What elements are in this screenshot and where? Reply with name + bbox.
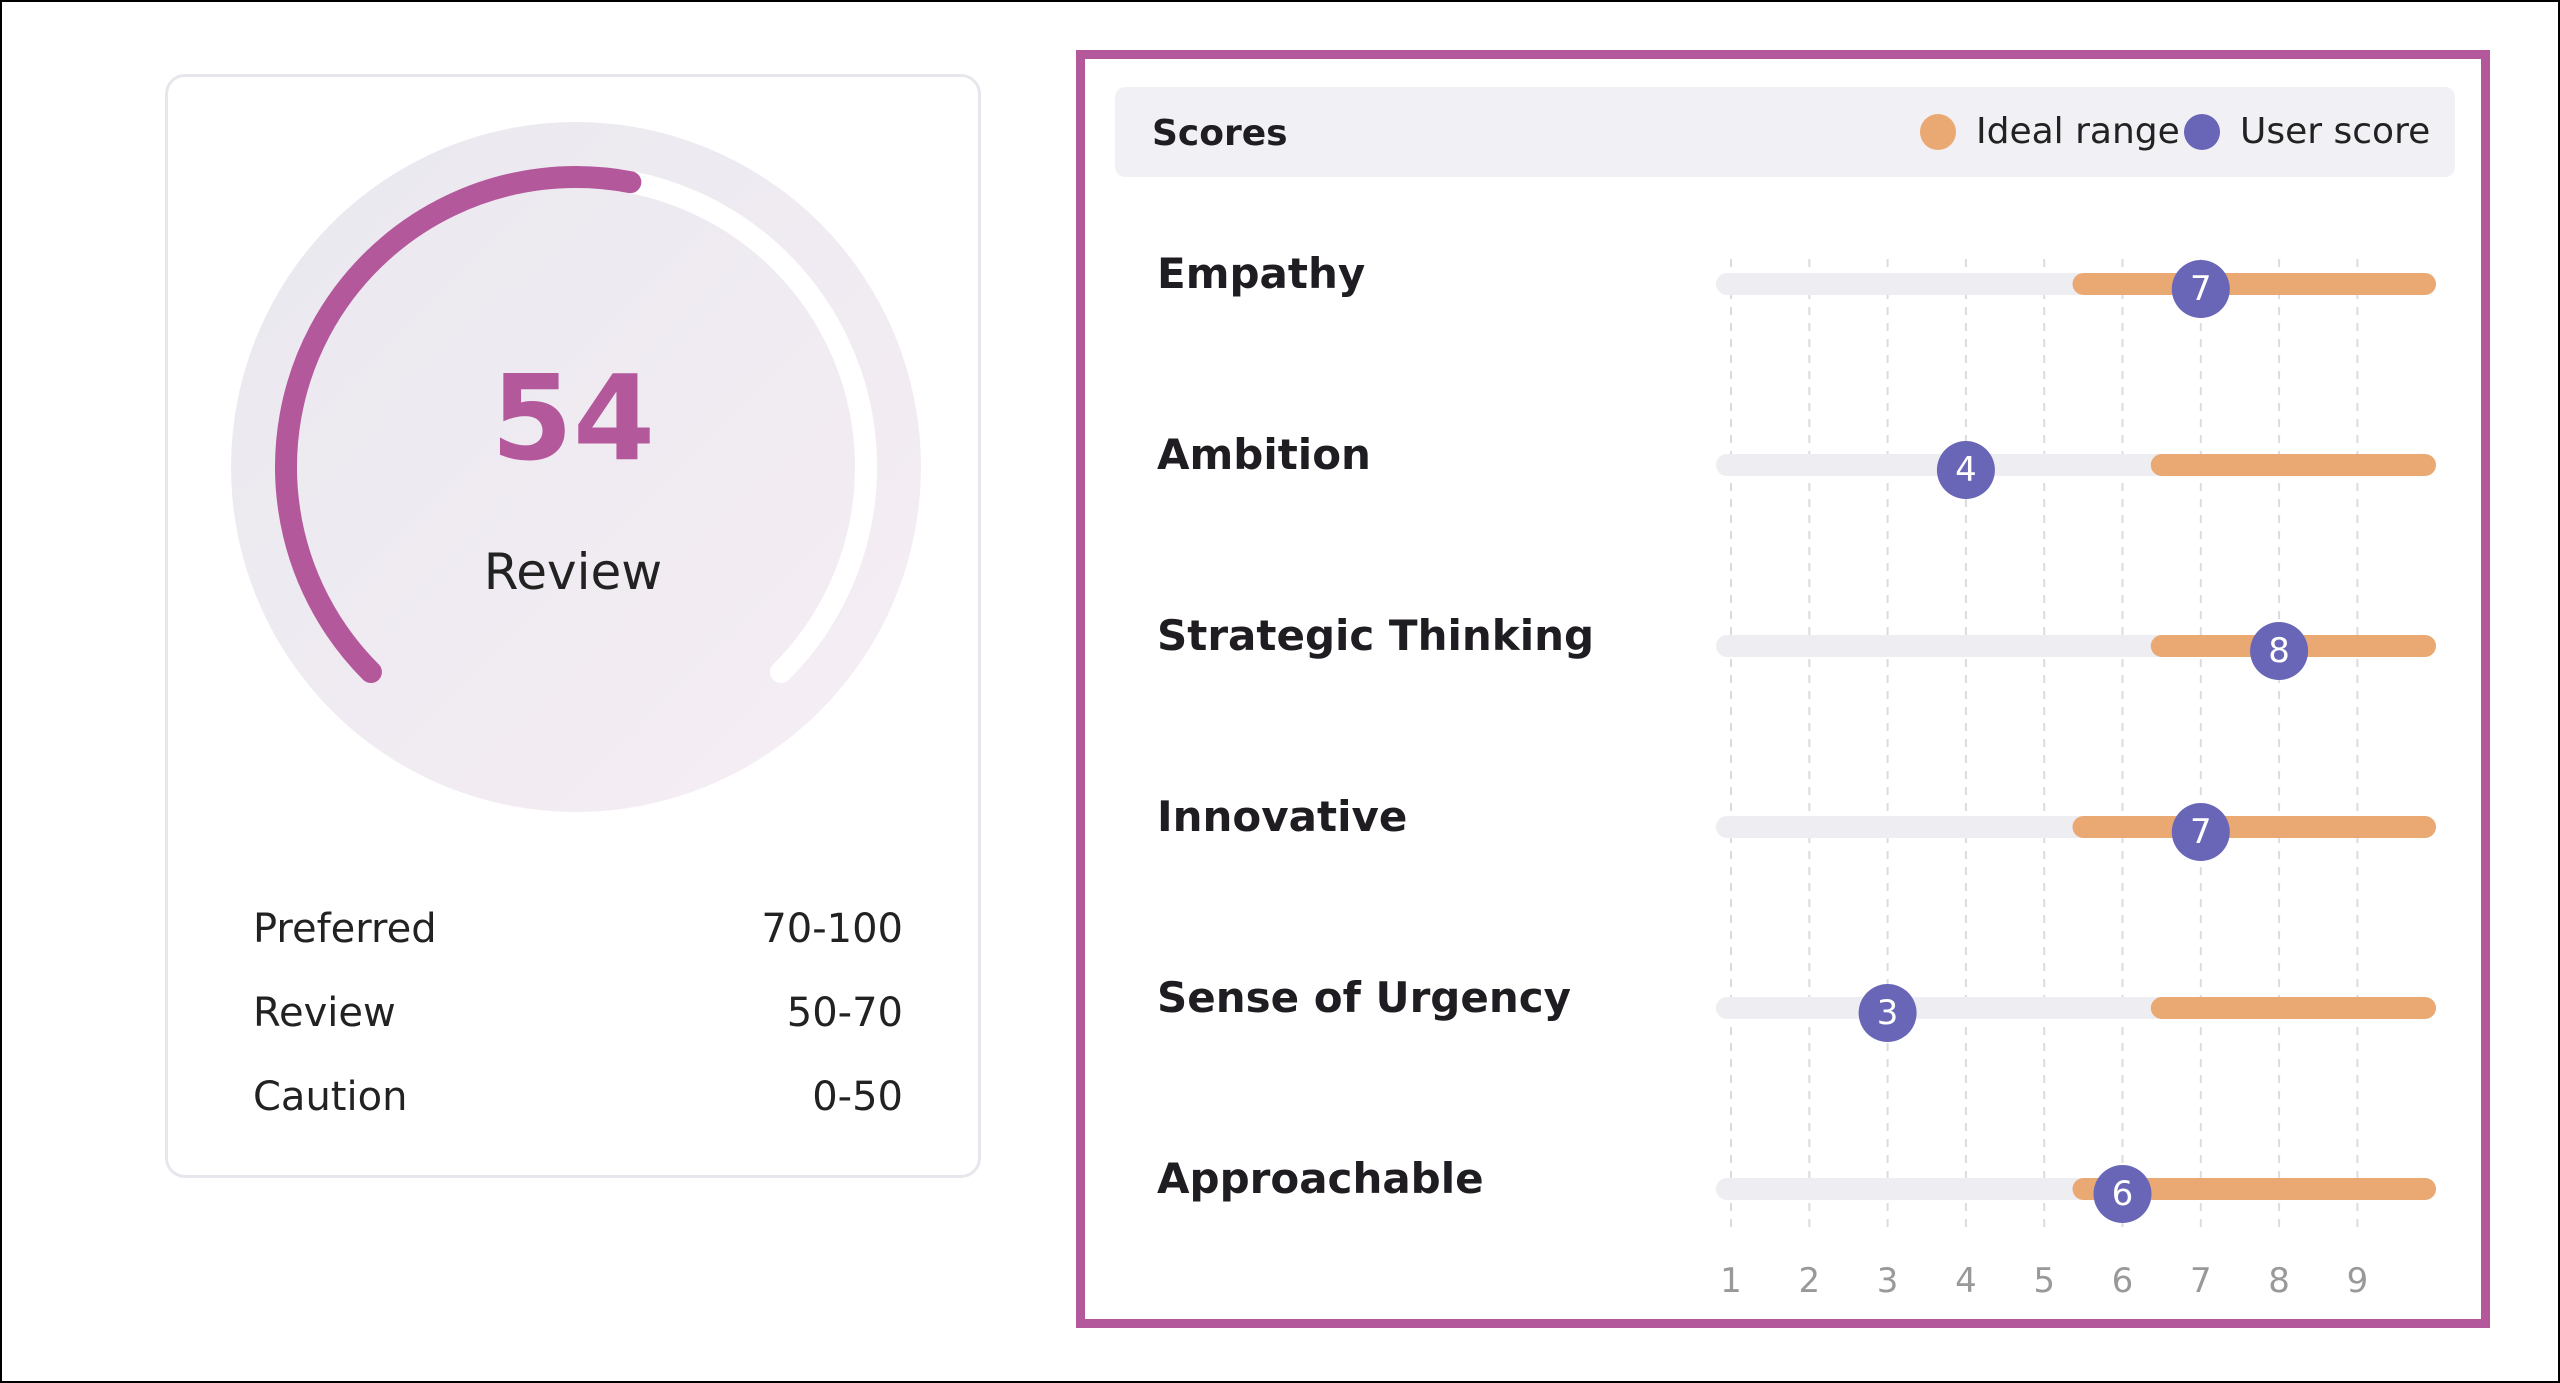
x-tick-label: 7 — [2190, 1261, 2212, 1301]
gauge-fill — [275, 166, 642, 684]
user-score-value: 4 — [1955, 450, 1977, 490]
x-tick-label: 9 — [2347, 1261, 2369, 1301]
user-score-value: 7 — [2190, 269, 2212, 309]
user-score-marker — [1936, 441, 1995, 499]
user-score-marker — [2171, 803, 2230, 861]
x-tick-label: 8 — [2268, 1261, 2290, 1301]
legend-user-score: User score — [2184, 111, 2430, 152]
x-tick-label: 1 — [1720, 1261, 1742, 1301]
range-row-review: Review 50-70 — [253, 971, 903, 1055]
legend-user-label: User score — [2240, 111, 2431, 152]
gauge-score-value: 54 — [490, 349, 656, 487]
user-score-marker — [1858, 984, 1917, 1042]
range-row-caution: Caution 0-50 — [253, 1055, 903, 1139]
range-value: 70-100 — [761, 906, 903, 952]
x-tick-label: 3 — [1877, 1261, 1899, 1301]
user-score-marker — [2093, 1165, 2152, 1223]
user-score-value: 3 — [1877, 993, 1899, 1033]
x-tick-label: 2 — [1798, 1261, 1820, 1301]
scores-title: Scores — [1152, 113, 1288, 154]
x-tick-label: 4 — [1955, 1261, 1977, 1301]
user-score-value: 7 — [2190, 812, 2212, 852]
range-row-preferred: Preferred 70-100 — [253, 887, 903, 971]
user-score-marker — [2250, 622, 2309, 680]
legend-ideal-range: Ideal range — [1920, 111, 2180, 152]
score-row-label: Empathy — [1157, 249, 1365, 298]
range-value: 0-50 — [812, 1074, 903, 1120]
gauge-ring — [231, 122, 921, 812]
x-tick-label: 5 — [2033, 1261, 2055, 1301]
ideal-range-legend-dot — [1920, 113, 1956, 150]
score-row-label: Strategic Thinking — [1157, 611, 1594, 660]
scores-panel: Scores Ideal range User score Empathy 7 Am… — [1076, 50, 2490, 1328]
user-score-legend-dot — [2184, 113, 2220, 150]
user-score-value: 6 — [2112, 1174, 2134, 1214]
gauge-status-label: Review — [483, 543, 663, 601]
score-row-label: Innovative — [1157, 792, 1407, 841]
legend-ideal-label: Ideal range — [1976, 111, 2180, 152]
gauge-background — [231, 122, 921, 812]
range-label: Caution — [253, 1074, 408, 1120]
user-score-marker — [2171, 260, 2230, 318]
range-value: 50-70 — [786, 990, 903, 1036]
score-row-label: Approachable — [1157, 1154, 1484, 1203]
gauge-range-legend: Preferred 70-100 Review 50-70 Caution 0-… — [253, 887, 903, 1139]
scores-chart: Empathy 7 Ambition 4 Strategic Thinking 8 Inno… — [1157, 249, 2436, 1301]
score-gauge-card: 54 Review Preferred 70-100 Review 50-70 … — [165, 74, 981, 1178]
user-score-value: 8 — [2268, 631, 2290, 671]
scores-header: Scores Ideal range User score — [1115, 87, 2455, 177]
range-label: Preferred — [253, 906, 437, 952]
score-row-label: Ambition — [1157, 430, 1371, 479]
x-tick-label: 6 — [2112, 1261, 2134, 1301]
range-label: Review — [253, 990, 396, 1036]
score-row-label: Sense of Urgency — [1157, 973, 1571, 1022]
